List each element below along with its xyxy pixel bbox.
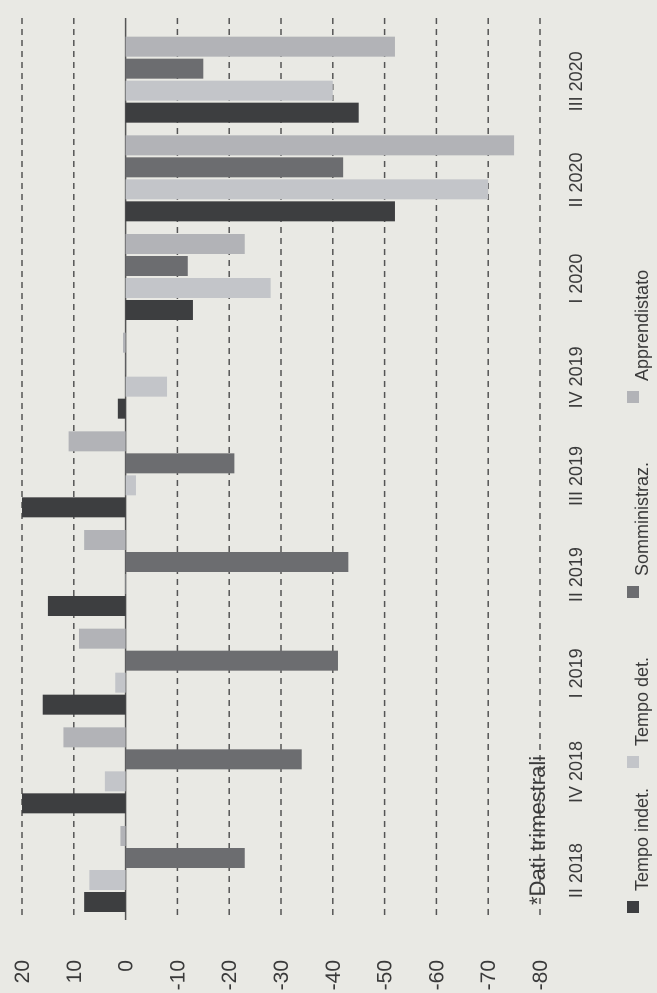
y-tick-label: -40 [322,960,345,990]
bar [125,157,344,178]
bar [125,475,136,496]
bar [117,398,126,419]
chart-note: *Dati trimestrali [525,756,550,905]
category-label: IV 2019 [566,346,586,408]
bar [22,497,126,518]
y-tick-label: -70 [477,960,500,990]
y-tick-label: -60 [425,960,448,990]
category-label: II 2019 [566,547,586,602]
bar [125,201,395,222]
category-label: II 2020 [566,152,586,207]
bar [125,354,127,375]
bar [84,530,126,550]
bar [125,749,302,770]
y-tick-label: -10 [166,960,189,990]
category-label: III 2019 [566,446,586,506]
bar [125,376,168,397]
legend: Tempo indet. Tempo det. Somministraz. Appre… [627,270,652,913]
bar [125,80,333,101]
legend-swatch [627,756,639,768]
bar [125,278,271,298]
bars [22,36,515,912]
y-tick-label: 20 [11,960,34,983]
y-tick-label: -50 [374,960,397,990]
category-label: I 2019 [566,648,586,698]
category-label: III 2020 [566,51,586,111]
bar [125,36,395,57]
bar [125,58,204,79]
bar [42,694,126,715]
bar [123,332,126,353]
bar [104,771,126,792]
legend-label: Tempo indet. [632,788,652,891]
y-tick-label: -80 [529,960,552,990]
bar [63,727,126,748]
legend-swatch [627,391,639,403]
y-tick-label: 10 [63,960,86,983]
legend-swatch [627,901,639,913]
category-label: II 2018 [566,843,586,898]
category-label: IV 2018 [566,741,586,803]
bar [125,453,235,474]
y-tick-label: -30 [270,960,293,990]
bar [115,672,126,693]
bar [125,552,349,572]
legend-label: Somministraz. [632,462,652,576]
bar [125,848,245,868]
bar [78,628,126,649]
bar [89,870,126,890]
legend-label: Apprendistato [632,270,652,381]
y-tick-label: 0 [115,960,138,972]
y-tick-labels: 20 10 0 -10 -20 -30 -40 -50 -60 -70 -80 [11,960,552,990]
bar [125,256,188,276]
category-label: I 2020 [566,254,586,304]
bar [22,793,126,814]
y-tick-label: -20 [218,960,241,990]
bar [47,596,126,616]
bar [84,892,126,912]
bar [125,574,127,594]
category-labels: II 2018 IV 2018 I 2019 II 2019 III 2019 IV 20… [566,51,586,898]
bar [125,300,193,320]
bar [125,179,489,200]
legend-swatch [627,586,639,598]
bar [125,135,515,156]
bar [125,650,338,671]
bar [120,826,126,846]
bar [68,431,126,452]
bar [125,234,245,254]
bar [125,102,359,123]
legend-label: Tempo det. [632,657,652,746]
